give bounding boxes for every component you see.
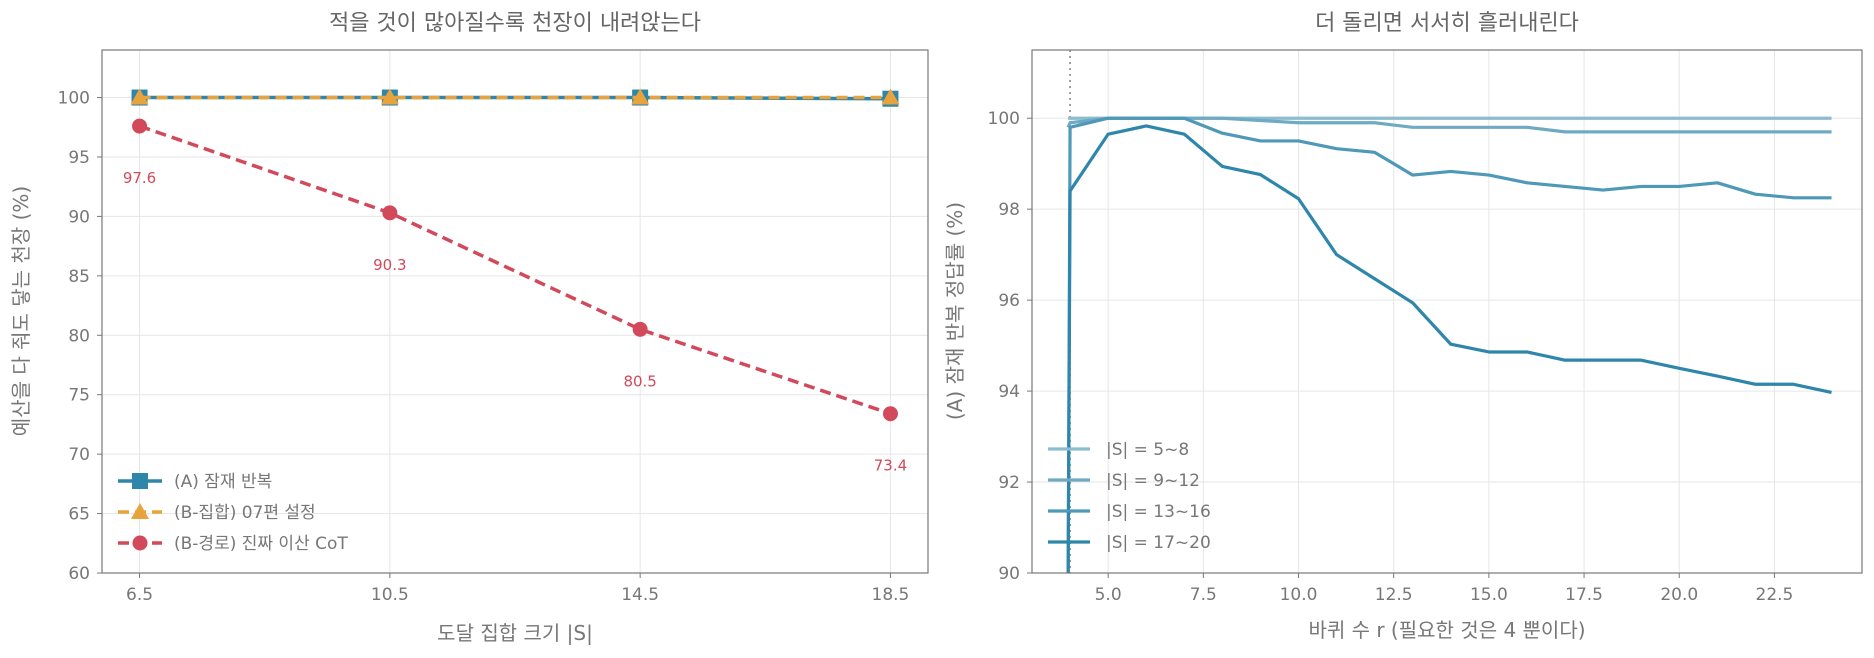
right-x-tick-label: 20.0: [1660, 585, 1698, 605]
left-data-point: [631, 88, 650, 105]
right-x-tick-label: 5.0: [1095, 585, 1122, 605]
right-legend-label: |S| = 13~16: [1106, 502, 1211, 522]
left-data-point: [882, 406, 898, 422]
left-data-label: 90.3: [373, 256, 406, 274]
left-data-point: [380, 88, 399, 105]
left-x-axis-label: 도달 집합 크기 |S|: [437, 621, 593, 645]
left-y-tick-label: 95: [68, 148, 90, 168]
right-tick-labels: 5.0 7.5 10.0 12.5 15.0 17.5 20.0 22.5 90 92 94 96 98…: [988, 109, 1794, 605]
left-data-layer: 97.6 90.3 80.5 73.4: [123, 88, 907, 475]
left-legend-marker: [132, 535, 148, 551]
left-data-point: [632, 321, 648, 337]
right-legend-label: |S| = 5~8: [1106, 440, 1189, 460]
left-legend-marker: [132, 473, 148, 489]
left-x-tick-label: 14.5: [621, 585, 659, 605]
right-x-tick-label: 12.5: [1375, 585, 1413, 605]
right-data-layer: [1066, 50, 1832, 574]
right-series-line: [1066, 116, 1832, 574]
left-y-tick-label: 60: [68, 564, 90, 584]
left-y-tick-label: 70: [68, 445, 90, 465]
left-data-point: [382, 205, 398, 221]
right-legend: |S| = 5~8 |S| = 9~12 |S| = 13~16 |S| = 17~2…: [1048, 440, 1211, 553]
right-x-axis-label: 바퀴 수 r (필요한 것은 4 뿐이다): [1308, 618, 1585, 642]
left-y-tick-label: 90: [68, 207, 90, 227]
left-y-tick-label: 65: [68, 505, 90, 525]
right-chart-title: 더 돌리면 서서히 흘러내린다: [1315, 11, 1579, 36]
right-x-tick-label: 7.5: [1190, 585, 1217, 605]
left-y-tick-label: 75: [68, 386, 90, 406]
left-legend-marker: [131, 503, 149, 519]
left-x-tick-label: 6.5: [126, 585, 153, 605]
left-y-tick-label: 80: [68, 326, 90, 346]
left-data-point: [881, 88, 900, 105]
left-chart: 적을 것이 많아질수록 천장이 내려앉는다 97.6 90.3 80.5 73.4 6…: [9, 11, 929, 645]
left-data-label: 73.4: [874, 457, 907, 475]
left-y-tick-label: 100: [58, 89, 90, 109]
right-series-line: [1066, 116, 1832, 134]
right-legend-label: |S| = 17~20: [1106, 533, 1211, 553]
left-data-label: 97.6: [123, 169, 156, 187]
left-plot-frame: [101, 49, 929, 574]
left-x-tick-label: 18.5: [872, 585, 910, 605]
right-chart: 더 돌리면 서서히 흘러내린다 5.0 7.5 10.0 12.5 15.0 17.5 20…: [943, 11, 1863, 642]
right-y-tick-label: 96: [998, 291, 1020, 311]
left-data-label: 80.5: [623, 372, 656, 390]
right-x-tick-label: 10.0: [1280, 585, 1318, 605]
left-gridlines: [102, 50, 928, 574]
left-tick-labels: 6.5 10.5 14.5 18.5 60 65 70 75 80 85 90 95 100: [58, 89, 910, 605]
right-y-axis-label: (A) 잠재 반복 정답률 (%): [943, 202, 967, 420]
left-legend-label: (A) 잠재 반복: [174, 472, 272, 492]
left-chart-title: 적을 것이 많아질수록 천장이 내려앉는다: [329, 11, 701, 36]
right-x-tick-label: 22.5: [1756, 585, 1794, 605]
right-y-tick-label: 94: [998, 382, 1020, 402]
right-x-tick-label: 17.5: [1565, 585, 1603, 605]
left-legend: (A) 잠재 반복 (B-집합) 07편 설정 (B-경로) 진짜 이산 CoT: [118, 472, 348, 554]
left-y-tick-label: 85: [68, 267, 90, 287]
left-legend-label: (B-집합) 07편 설정: [174, 503, 316, 523]
left-x-tick-label: 10.5: [371, 585, 409, 605]
left-legend-label: (B-경로) 진짜 이산 CoT: [174, 534, 348, 554]
right-y-tick-label: 98: [998, 200, 1020, 220]
right-y-tick-label: 90: [998, 564, 1020, 584]
right-y-tick-label: 100: [988, 109, 1020, 129]
right-series-line: [1066, 124, 1832, 574]
left-y-axis-label: 예산을 다 줘도 닿는 천장 (%): [9, 186, 33, 436]
left-data-point: [132, 118, 148, 134]
left-data-point: [130, 88, 149, 105]
left-series-line: [138, 124, 892, 416]
right-legend-label: |S| = 9~12: [1106, 471, 1200, 491]
right-x-tick-label: 15.0: [1470, 585, 1508, 605]
right-y-tick-label: 92: [998, 473, 1020, 493]
right-plot-frame: [1031, 49, 1863, 574]
